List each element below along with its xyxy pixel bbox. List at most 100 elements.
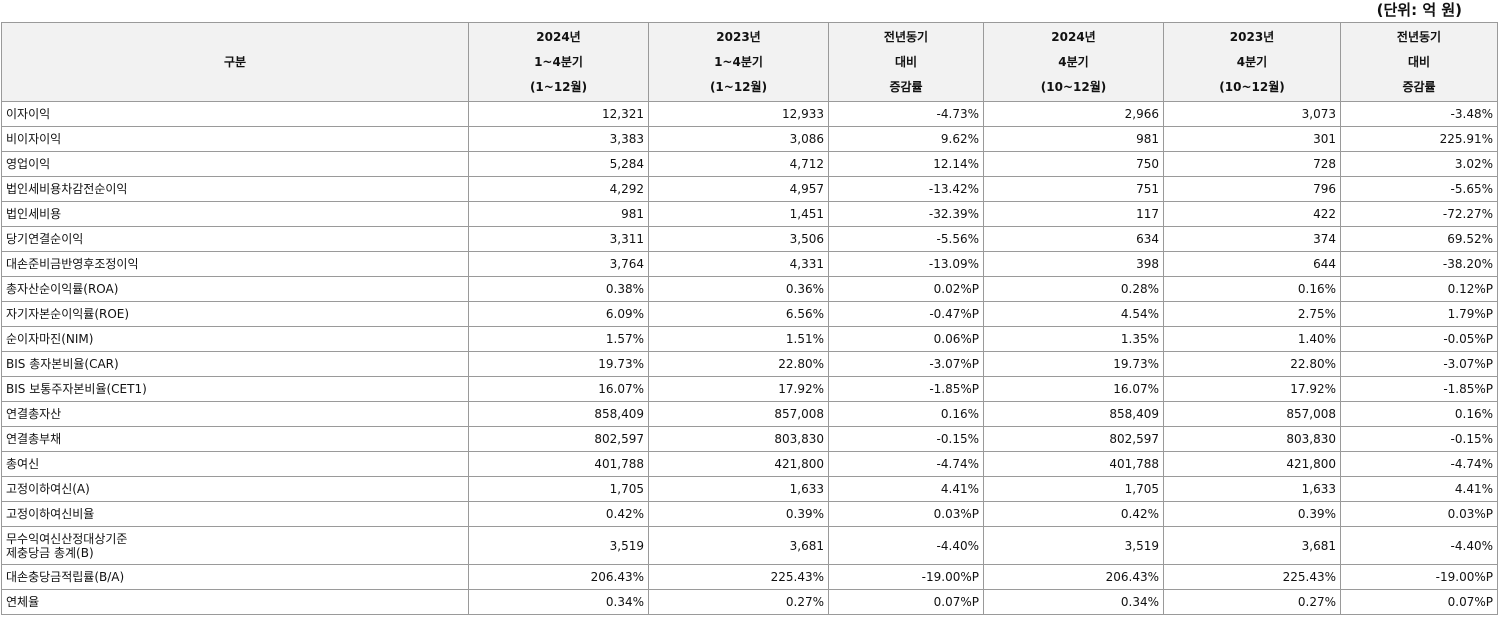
- value-cell: 422: [1163, 201, 1341, 227]
- value-cell: 858,409: [468, 401, 649, 427]
- value-cell: -0.15%: [828, 426, 984, 452]
- value-cell: 0.27%: [1163, 589, 1341, 615]
- label-line: 법인세비용차감전순이익: [6, 182, 128, 196]
- value-cell: -4.73%: [828, 101, 984, 127]
- value-cell: 0.03%P: [828, 501, 984, 527]
- value-cell: 644: [1163, 251, 1341, 277]
- label-line: 고정이하여신비율: [6, 507, 95, 521]
- label-line: 총여신: [6, 457, 40, 471]
- header-cell: 2023년 1~4분기 (1~12월): [648, 22, 829, 102]
- label-line: 대손충당금적립률(B/A): [6, 570, 125, 584]
- header-line: (10~12월): [1219, 79, 1285, 94]
- row-label: 법인세비용: [1, 201, 469, 227]
- header-cell: 전년동기 대비 증감률: [828, 22, 984, 102]
- header-line: 2023년: [716, 29, 761, 44]
- value-cell: 0.36%: [648, 276, 829, 302]
- label-line: BIS 보통주자본비율(CET1): [6, 382, 147, 396]
- value-cell: 206.43%: [983, 564, 1164, 590]
- label-line: 고정이하여신(A): [6, 482, 90, 496]
- value-cell: -19.00%P: [828, 564, 984, 590]
- table-row: 대손충당금적립률(B/A) 206.43% 225.43% -19.00%P 206.4…: [1, 564, 1498, 590]
- value-cell: 796: [1163, 176, 1341, 202]
- value-cell: 3,086: [648, 126, 829, 152]
- value-cell: -3.48%: [1340, 101, 1498, 127]
- value-cell: 0.27%: [648, 589, 829, 615]
- value-cell: 4,292: [468, 176, 649, 202]
- value-cell: -13.42%: [828, 176, 984, 202]
- row-label: 당기연결순이익: [1, 226, 469, 252]
- header-line: 2024년: [536, 29, 581, 44]
- value-cell: 802,597: [983, 426, 1164, 452]
- value-cell: -4.40%: [1340, 526, 1498, 565]
- value-cell: 16.07%: [468, 376, 649, 402]
- value-cell: 3,519: [983, 526, 1164, 565]
- value-cell: 225.43%: [648, 564, 829, 590]
- value-cell: 981: [468, 201, 649, 227]
- value-cell: 16.07%: [983, 376, 1164, 402]
- row-label: 무수익여신산정대상기준 제충당금 총계(B): [1, 526, 469, 565]
- value-cell: 0.16%: [1163, 276, 1341, 302]
- label-line: 제충당금 총계(B): [6, 545, 94, 560]
- table-row: 연결총부채 802,597 803,830 -0.15% 802,597 803,830-…: [1, 426, 1498, 452]
- value-cell: 981: [983, 126, 1164, 152]
- value-cell: 12.14%: [828, 151, 984, 177]
- value-cell: 6.09%: [468, 301, 649, 327]
- table-row: 당기연결순이익 3,311 3,506 -5.56% 634 374 69.52%: [1, 226, 1498, 252]
- value-cell: 398: [983, 251, 1164, 277]
- value-cell: 0.02%P: [828, 276, 984, 302]
- value-cell: 421,800: [1163, 451, 1341, 477]
- value-cell: 0.07%P: [828, 589, 984, 615]
- value-cell: 3,506: [648, 226, 829, 252]
- value-cell: 374: [1163, 226, 1341, 252]
- value-cell: 4.41%: [1340, 476, 1498, 502]
- value-cell: 22.80%: [648, 351, 829, 377]
- header-line: 증감률: [889, 79, 923, 94]
- value-cell: -72.27%: [1340, 201, 1498, 227]
- value-cell: 225.43%: [1163, 564, 1341, 590]
- value-cell: 5,284: [468, 151, 649, 177]
- label-line: 연결총부채: [6, 432, 62, 446]
- table-row: BIS 보통주자본비율(CET1) 16.07% 17.92% -1.85%P 16.0…: [1, 376, 1498, 402]
- row-label: 고정이하여신비율: [1, 501, 469, 527]
- value-cell: 3,383: [468, 126, 649, 152]
- label-line: 자기자본순이익률(ROE): [6, 307, 130, 321]
- header-line: 전년동기: [1396, 29, 1442, 44]
- value-cell: 857,008: [1163, 401, 1341, 427]
- header-line: 2024년: [1051, 29, 1096, 44]
- table-row: 고정이하여신(A) 1,705 1,633 4.41% 1,705 1,633 4.41%: [1, 476, 1498, 502]
- row-label: 영업이익: [1, 151, 469, 177]
- value-cell: 3,681: [648, 526, 829, 565]
- table-row: 비이자이익 3,383 3,086 9.62% 981 301 225.91%: [1, 126, 1498, 152]
- value-cell: 1.57%: [468, 326, 649, 352]
- value-cell: -38.20%: [1340, 251, 1498, 277]
- table-row: 연결총자산 858,409 857,008 0.16% 858,409 857,008 0.…: [1, 401, 1498, 427]
- header-line: 구분: [223, 54, 247, 69]
- row-label: 연결총부채: [1, 426, 469, 452]
- value-cell: 802,597: [468, 426, 649, 452]
- row-label: 순이자마진(NIM): [1, 326, 469, 352]
- value-cell: 0.16%: [1340, 401, 1498, 427]
- header-line: (1~12월): [529, 79, 588, 94]
- value-cell: 0.28%: [983, 276, 1164, 302]
- header-cell: 2023년 4분기 (10~12월): [1163, 22, 1341, 102]
- row-label: 이자이익: [1, 101, 469, 127]
- value-cell: 1,451: [648, 201, 829, 227]
- value-cell: 117: [983, 201, 1164, 227]
- value-cell: 1,633: [648, 476, 829, 502]
- value-cell: 17.92%: [648, 376, 829, 402]
- value-cell: 19.73%: [468, 351, 649, 377]
- value-cell: 2,966: [983, 101, 1164, 127]
- value-cell: 4.54%: [983, 301, 1164, 327]
- data-table: 구분 2024년 1~4분기 (1~12월) 2023년 1~4분기 (1~12월) 전년동기…: [1, 22, 1498, 615]
- header-line: (1~12월): [709, 79, 768, 94]
- value-cell: 634: [983, 226, 1164, 252]
- value-cell: 2.75%: [1163, 301, 1341, 327]
- row-label: 법인세비용차감전순이익: [1, 176, 469, 202]
- header-line: 1~4분기: [534, 54, 583, 69]
- value-cell: 3,764: [468, 251, 649, 277]
- header-line: 4분기: [1058, 54, 1089, 69]
- header-cell: 전년동기 대비 증감률: [1340, 22, 1498, 102]
- value-cell: 0.34%: [468, 589, 649, 615]
- value-cell: 4,957: [648, 176, 829, 202]
- value-cell: 857,008: [648, 401, 829, 427]
